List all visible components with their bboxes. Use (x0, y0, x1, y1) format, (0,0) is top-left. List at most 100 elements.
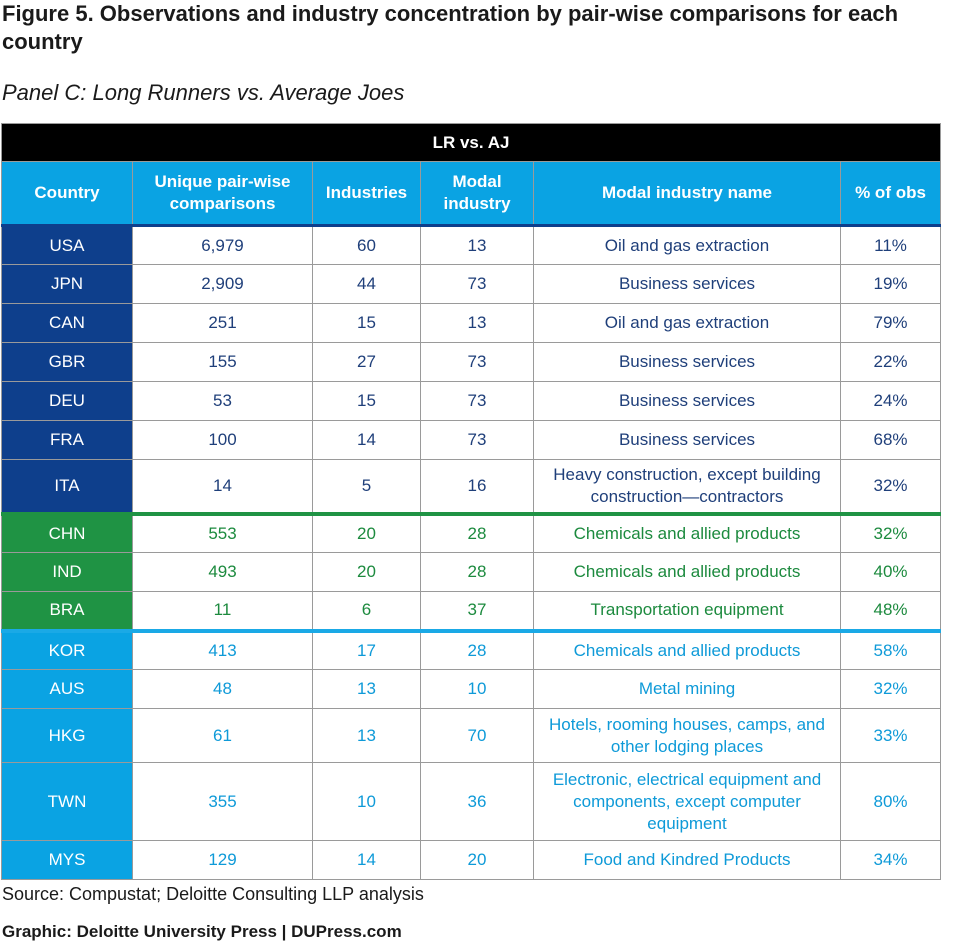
industry-name-cell: Business services (533, 420, 841, 460)
industry-name-cell: Business services (533, 342, 841, 382)
comparisons-cell: 413 (132, 628, 313, 670)
industries-cell: 5 (312, 459, 421, 514)
comparisons-cell: 100 (132, 420, 313, 460)
comparisons-cell: 6,979 (132, 224, 313, 265)
industry-name-cell: Chemicals and allied products (533, 511, 841, 553)
table-row: BRA 11 6 37 Transportation equipment 48% (1, 591, 942, 631)
comparisons-cell: 61 (132, 708, 313, 763)
figure-title: Figure 5. Observations and industry conc… (2, 1, 899, 54)
industry-name-cell: Chemicals and allied products (533, 628, 841, 670)
pct-cell: 48% (839, 591, 942, 631)
industries-cell: 20 (312, 511, 421, 553)
industries-cell: 20 (312, 552, 421, 592)
industry-name-cell: Heavy construction, except building cons… (533, 459, 841, 514)
pct-cell: 19% (839, 264, 942, 304)
modal-cell: 36 (420, 762, 534, 841)
country-cell: GBR (1, 342, 133, 382)
table-row: IND 493 20 28 Chemicals and allied produ… (1, 552, 942, 592)
table-row: DEU 53 15 73 Business services 24% (1, 381, 942, 421)
industry-name-cell: Business services (533, 264, 841, 304)
country-cell: USA (1, 224, 133, 265)
table-row: AUS 48 13 10 Metal mining 32% (1, 669, 942, 709)
industries-cell: 6 (312, 591, 421, 631)
pct-cell: 40% (839, 552, 942, 592)
modal-cell: 73 (420, 342, 534, 382)
pct-cell: 32% (839, 459, 942, 514)
industries-cell: 27 (312, 342, 421, 382)
industry-name-cell: Chemicals and allied products (533, 552, 841, 592)
industries-cell: 44 (312, 264, 421, 304)
comparisons-cell: 355 (132, 762, 313, 841)
industries-cell: 14 (312, 840, 421, 880)
pct-cell: 68% (839, 420, 942, 460)
industries-cell: 13 (312, 669, 421, 709)
modal-cell: 73 (420, 381, 534, 421)
pct-cell: 79% (839, 303, 942, 343)
industry-name-cell: Hotels, rooming houses, camps, and other… (533, 708, 841, 763)
pct-cell: 32% (839, 511, 942, 553)
comparisons-cell: 14 (132, 459, 313, 514)
comparisons-cell: 129 (132, 840, 313, 880)
country-cell: ITA (1, 459, 133, 514)
industries-cell: 10 (312, 762, 421, 841)
table-row: CAN 251 15 13 Oil and gas extraction 79% (1, 303, 942, 343)
comparisons-cell: 155 (132, 342, 313, 382)
modal-cell: 37 (420, 591, 534, 631)
comparisons-cell: 493 (132, 552, 313, 592)
modal-cell: 10 (420, 669, 534, 709)
country-cell: IND (1, 552, 133, 592)
industry-name-cell: Oil and gas extraction (533, 224, 841, 265)
column-header-modal-industry-name: Modal industry name (533, 161, 841, 226)
industries-cell: 13 (312, 708, 421, 763)
column-header-pct-obs: % of obs (839, 161, 942, 226)
modal-cell: 16 (420, 459, 534, 514)
pct-cell: 11% (839, 224, 942, 265)
industries-cell: 60 (312, 224, 421, 265)
table-row: MYS 129 14 20 Food and Kindred Products … (1, 840, 942, 880)
modal-cell: 28 (420, 511, 534, 553)
country-cell: KOR (1, 628, 133, 670)
group-header: LR vs. AJ (0, 123, 942, 162)
industries-cell: 15 (312, 381, 421, 421)
table-row: TWN 355 10 36 Electronic, electrical equ… (1, 762, 942, 841)
country-cell: CHN (1, 511, 133, 553)
industry-name-cell: Metal mining (533, 669, 841, 709)
table-row: USA 6,979 60 13 Oil and gas extraction 1… (1, 224, 942, 265)
table-row: KOR 413 17 28 Chemicals and allied produ… (1, 628, 942, 670)
table-row: GBR 155 27 73 Business services 22% (1, 342, 942, 382)
industries-cell: 17 (312, 628, 421, 670)
country-cell: MYS (1, 840, 133, 880)
modal-cell: 70 (420, 708, 534, 763)
pct-cell: 80% (839, 762, 942, 841)
country-cell: DEU (1, 381, 133, 421)
country-cell: JPN (1, 264, 133, 304)
pct-cell: 32% (839, 669, 942, 709)
industry-name-cell: Business services (533, 381, 841, 421)
country-cell: TWN (1, 762, 133, 841)
panel-title: Panel C: Long Runners vs. Average Joes (2, 80, 405, 105)
comparisons-cell: 48 (132, 669, 313, 709)
modal-cell: 13 (420, 303, 534, 343)
country-cell: AUS (1, 669, 133, 709)
modal-cell: 73 (420, 420, 534, 460)
country-cell: CAN (1, 303, 133, 343)
modal-cell: 28 (420, 628, 534, 670)
comparisons-cell: 251 (132, 303, 313, 343)
country-cell: BRA (1, 591, 133, 631)
source-note: Source: Compustat; Deloitte Consulting L… (2, 884, 424, 904)
modal-cell: 13 (420, 224, 534, 265)
column-header-modal-industry: Modal industry (420, 161, 534, 226)
industries-cell: 15 (312, 303, 421, 343)
country-cell: FRA (1, 420, 133, 460)
column-header-country: Country (1, 161, 133, 226)
modal-cell: 20 (420, 840, 534, 880)
comparisons-cell: 2,909 (132, 264, 313, 304)
industry-name-cell: Food and Kindred Products (533, 840, 841, 880)
pct-cell: 58% (839, 628, 942, 670)
comparison-table: LR vs. AJ Country Unique pair-wise compa… (0, 123, 942, 880)
graphic-credit: Graphic: Deloitte University Press | DUP… (2, 922, 402, 941)
table-row: CHN 553 20 28 Chemicals and allied produ… (1, 511, 942, 553)
table-row: ITA 14 5 16 Heavy construction, except b… (1, 459, 942, 514)
pct-cell: 34% (839, 840, 942, 880)
country-cell: HKG (1, 708, 133, 763)
